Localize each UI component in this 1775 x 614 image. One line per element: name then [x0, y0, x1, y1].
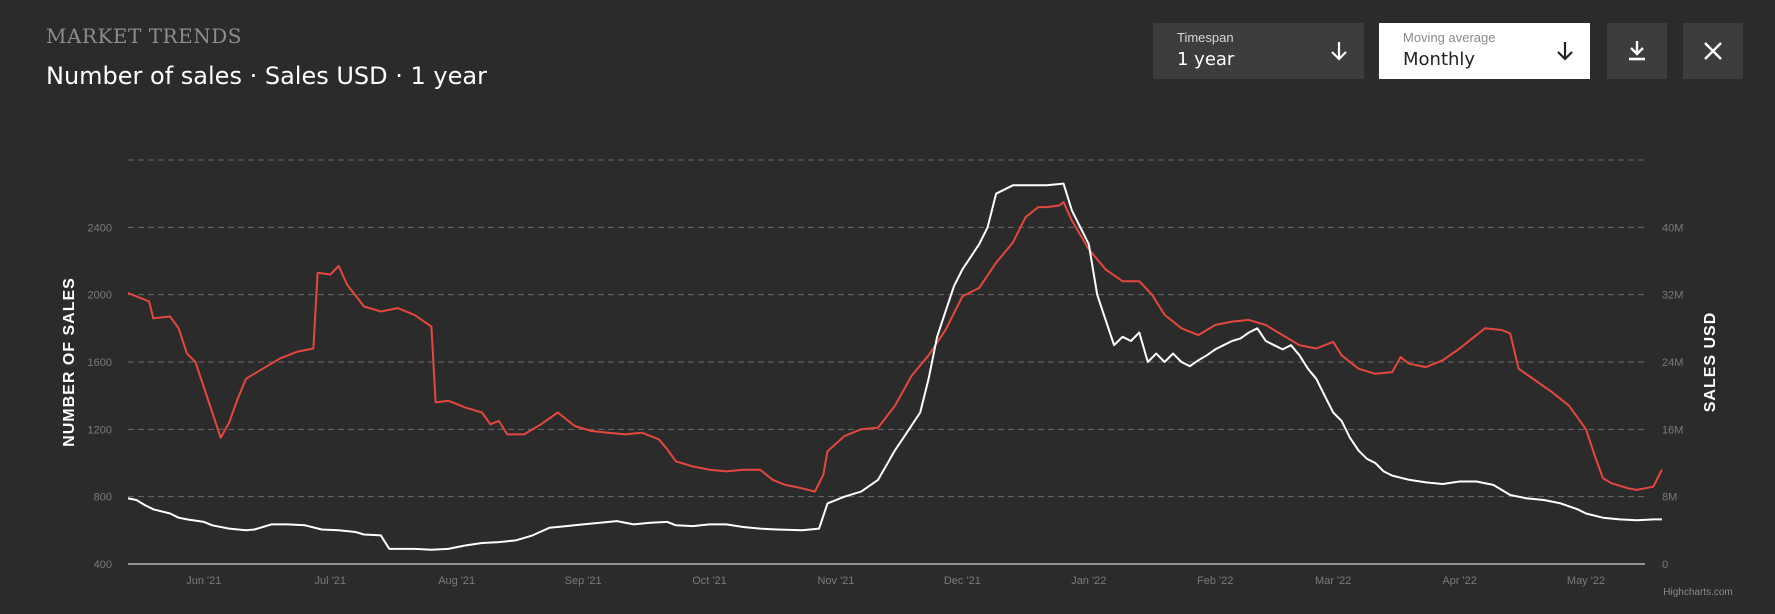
y-axis-right-title: SALES USD: [1702, 312, 1719, 413]
arrow-down-icon: [1557, 42, 1573, 61]
y-right-tick-label: 16M: [1662, 424, 1683, 436]
moving-average-dropdown[interactable]: Moving average Monthly: [1379, 23, 1590, 79]
y-left-tick-label: 400: [94, 559, 112, 571]
y-right-tick-label: 32M: [1662, 290, 1683, 302]
y-left-tick-label: 800: [94, 492, 112, 504]
axis-labels: 400 800 1200 1600 2000 2400 0 8M 16M 24M 32M 40M Jun…: [88, 222, 1684, 587]
y-right-tick-label: 8M: [1662, 492, 1677, 504]
timespan-value: 1 year: [1177, 49, 1235, 70]
x-tick-label: Nov '21: [817, 575, 854, 587]
series-line-sales-usd: [127, 182, 1662, 551]
grid-lines: [128, 159, 1645, 565]
y-left-tick-label: 2000: [88, 290, 112, 302]
arrow-down-icon: [1331, 42, 1347, 61]
x-tick-label: Dec '21: [944, 575, 981, 587]
timespan-label: Timespan: [1177, 30, 1234, 45]
series-line-number-of-sales: [127, 201, 1663, 493]
x-tick-label: Aug '21: [438, 575, 475, 587]
y-right-tick-label: 24M: [1662, 357, 1683, 369]
highcharts-credit[interactable]: Highcharts.com: [1663, 587, 1732, 598]
download-icon: [1629, 41, 1645, 61]
y-left-tick-label: 1200: [88, 424, 112, 436]
y-right-tick-label: 0: [1662, 559, 1668, 571]
close-button[interactable]: [1683, 23, 1743, 79]
moving-average-label: Moving average: [1403, 30, 1496, 45]
series-layer: [127, 182, 1663, 551]
page-title: Number of sales · Sales USD · 1 year: [46, 62, 487, 90]
x-tick-label: Apr '22: [1442, 575, 1477, 587]
x-tick-label: Jun '21: [186, 575, 221, 587]
x-tick-label: Feb '22: [1197, 575, 1233, 587]
x-tick-label: Oct '21: [692, 575, 727, 587]
y-left-tick-label: 1600: [88, 357, 112, 369]
close-icon: [1704, 42, 1722, 60]
x-tick-label: Mar '22: [1315, 575, 1351, 587]
x-tick-label: Jul '21: [315, 575, 346, 587]
y-axis-left-title: NUMBER OF SALES: [61, 277, 78, 447]
x-tick-label: Sep '21: [565, 575, 602, 587]
moving-average-value: Monthly: [1403, 49, 1476, 70]
download-button[interactable]: [1607, 23, 1667, 79]
page-kicker: MARKET TRENDS: [46, 24, 242, 48]
y-right-tick-label: 40M: [1662, 222, 1683, 234]
y-left-tick-label: 2400: [88, 222, 112, 234]
x-tick-label: Jan '22: [1071, 575, 1106, 587]
x-tick-label: May '22: [1567, 575, 1605, 587]
timespan-dropdown[interactable]: Timespan 1 year: [1153, 23, 1364, 79]
